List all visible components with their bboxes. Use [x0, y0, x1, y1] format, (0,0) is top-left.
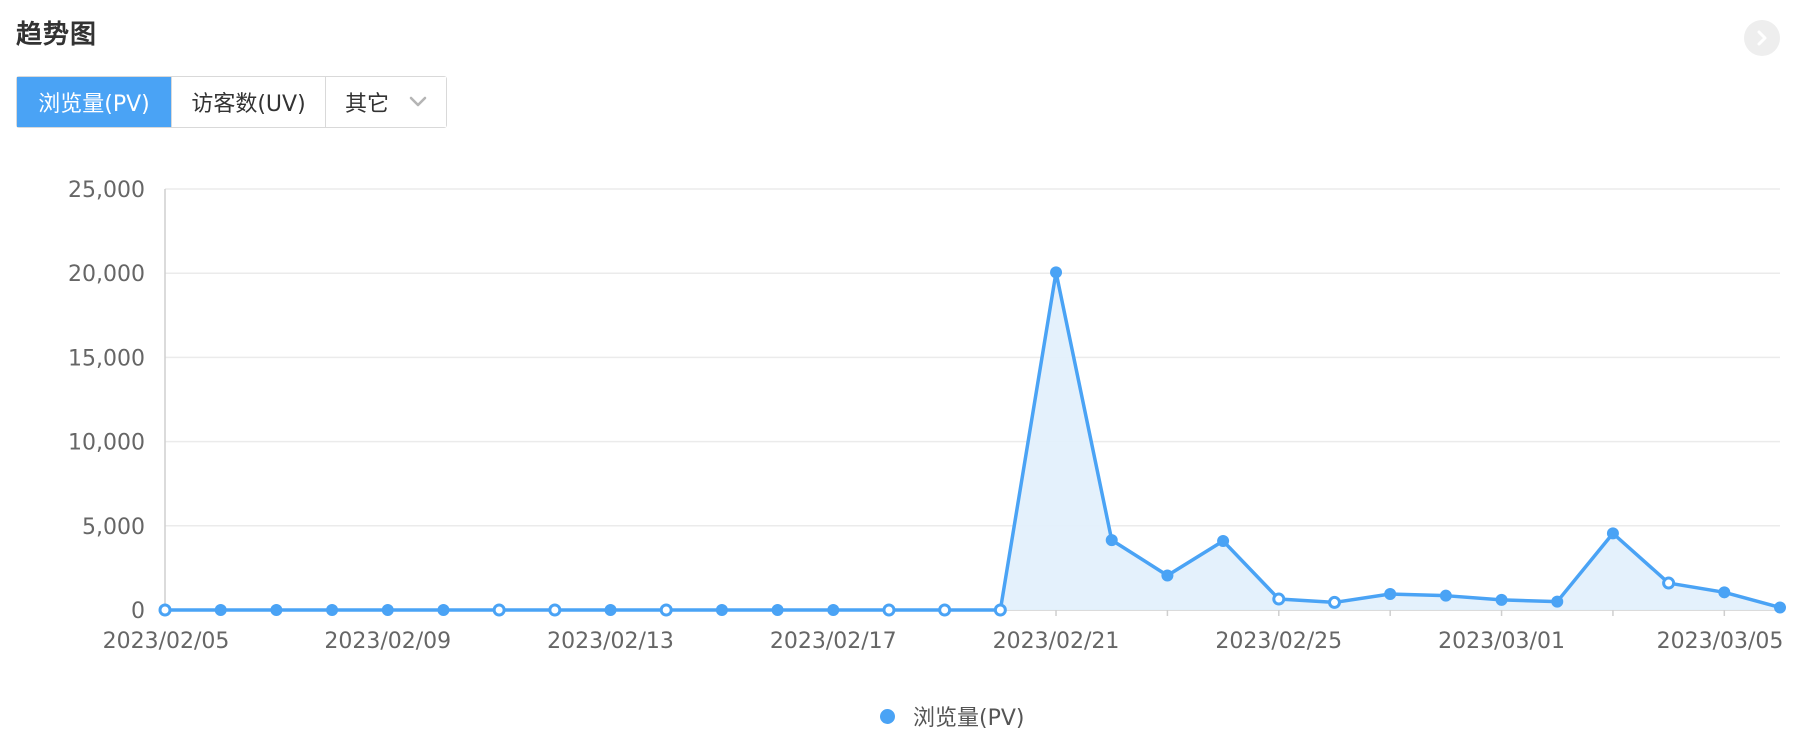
- tab-visitors-label: 访客数(UV): [191, 92, 306, 117]
- data-point: [1774, 601, 1786, 614]
- data-point: [1327, 595, 1341, 609]
- x-tick-label: 2023/02/05: [103, 629, 230, 654]
- tab-visitors[interactable]: 访客数(UV): [171, 77, 325, 127]
- y-tick-label: 10,000: [68, 431, 145, 456]
- metric-tabs: 浏览量(PV) 访客数(UV) 其它: [16, 76, 447, 128]
- data-point: [158, 603, 172, 617]
- data-point: [1161, 569, 1174, 582]
- data-point: [1551, 595, 1564, 608]
- data-point: [1384, 588, 1397, 601]
- legend-label: 浏览量(PV): [913, 706, 1025, 731]
- data-point: [548, 603, 562, 617]
- tab-pageviews[interactable]: 浏览量(PV): [17, 77, 171, 127]
- data-point: [715, 604, 728, 616]
- data-point: [381, 604, 394, 616]
- data-point: [1439, 589, 1452, 602]
- data-point: [827, 604, 840, 616]
- x-tick-label: 2023/03/05: [1657, 629, 1784, 654]
- tab-other-dropdown[interactable]: 其它: [325, 77, 446, 127]
- data-point: [1217, 534, 1230, 547]
- y-tick-label: 0: [131, 599, 145, 624]
- x-tick-label: 2023/03/01: [1438, 629, 1565, 654]
- series-area: [165, 272, 1780, 610]
- x-tick-label: 2023/02/25: [1215, 629, 1342, 654]
- y-tick-label: 25,000: [68, 178, 145, 203]
- tab-pageviews-label: 浏览量(PV): [38, 92, 150, 117]
- data-point: [771, 604, 784, 616]
- chevron-down-icon: [409, 96, 427, 108]
- y-tick-label: 20,000: [68, 262, 145, 287]
- trend-chart: 0 5,000 10,000 15,000 20,000 25,000 2023/02/05…: [68, 178, 1786, 654]
- y-tick-label: 5,000: [82, 515, 145, 540]
- data-point: [882, 603, 896, 617]
- data-point: [659, 603, 673, 617]
- data-point: [326, 604, 339, 616]
- page-title: 趋势图: [16, 20, 98, 50]
- x-tick-label: 2023/02/17: [770, 629, 897, 654]
- chart-legend[interactable]: 浏览量(PV): [880, 700, 1024, 732]
- x-tick-label: 2023/02/09: [324, 629, 451, 654]
- data-point: [1105, 534, 1118, 547]
- data-point: [604, 604, 617, 616]
- y-tick-label: 15,000: [68, 346, 145, 371]
- series-line: [165, 270, 1781, 612]
- data-point: [1272, 592, 1286, 606]
- next-button[interactable]: [1744, 20, 1780, 56]
- data-point: [938, 603, 952, 617]
- chevron-right-icon: [1757, 30, 1767, 46]
- data-point: [437, 604, 450, 616]
- data-point: [1050, 266, 1063, 279]
- data-point: [492, 603, 506, 617]
- legend-marker: [880, 708, 895, 724]
- data-point: [270, 604, 283, 616]
- x-tick-label: 2023/02/21: [993, 629, 1120, 654]
- data-point: [1718, 586, 1731, 599]
- tab-other-label: 其它: [345, 92, 390, 117]
- data-point: [993, 603, 1007, 617]
- x-tick-label: 2023/02/13: [547, 629, 674, 654]
- data-point: [1606, 527, 1619, 540]
- data-point: [1662, 576, 1676, 590]
- data-point: [214, 604, 227, 616]
- data-point: [1495, 593, 1508, 606]
